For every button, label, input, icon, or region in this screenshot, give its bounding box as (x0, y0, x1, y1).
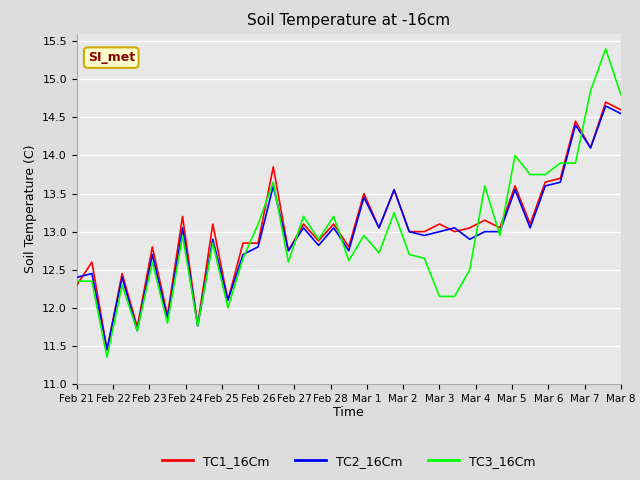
X-axis label: Time: Time (333, 407, 364, 420)
Text: SI_met: SI_met (88, 51, 135, 64)
Legend: TC1_16Cm, TC2_16Cm, TC3_16Cm: TC1_16Cm, TC2_16Cm, TC3_16Cm (157, 450, 540, 473)
Title: Soil Temperature at -16cm: Soil Temperature at -16cm (247, 13, 451, 28)
Y-axis label: Soil Temperature (C): Soil Temperature (C) (24, 144, 36, 273)
